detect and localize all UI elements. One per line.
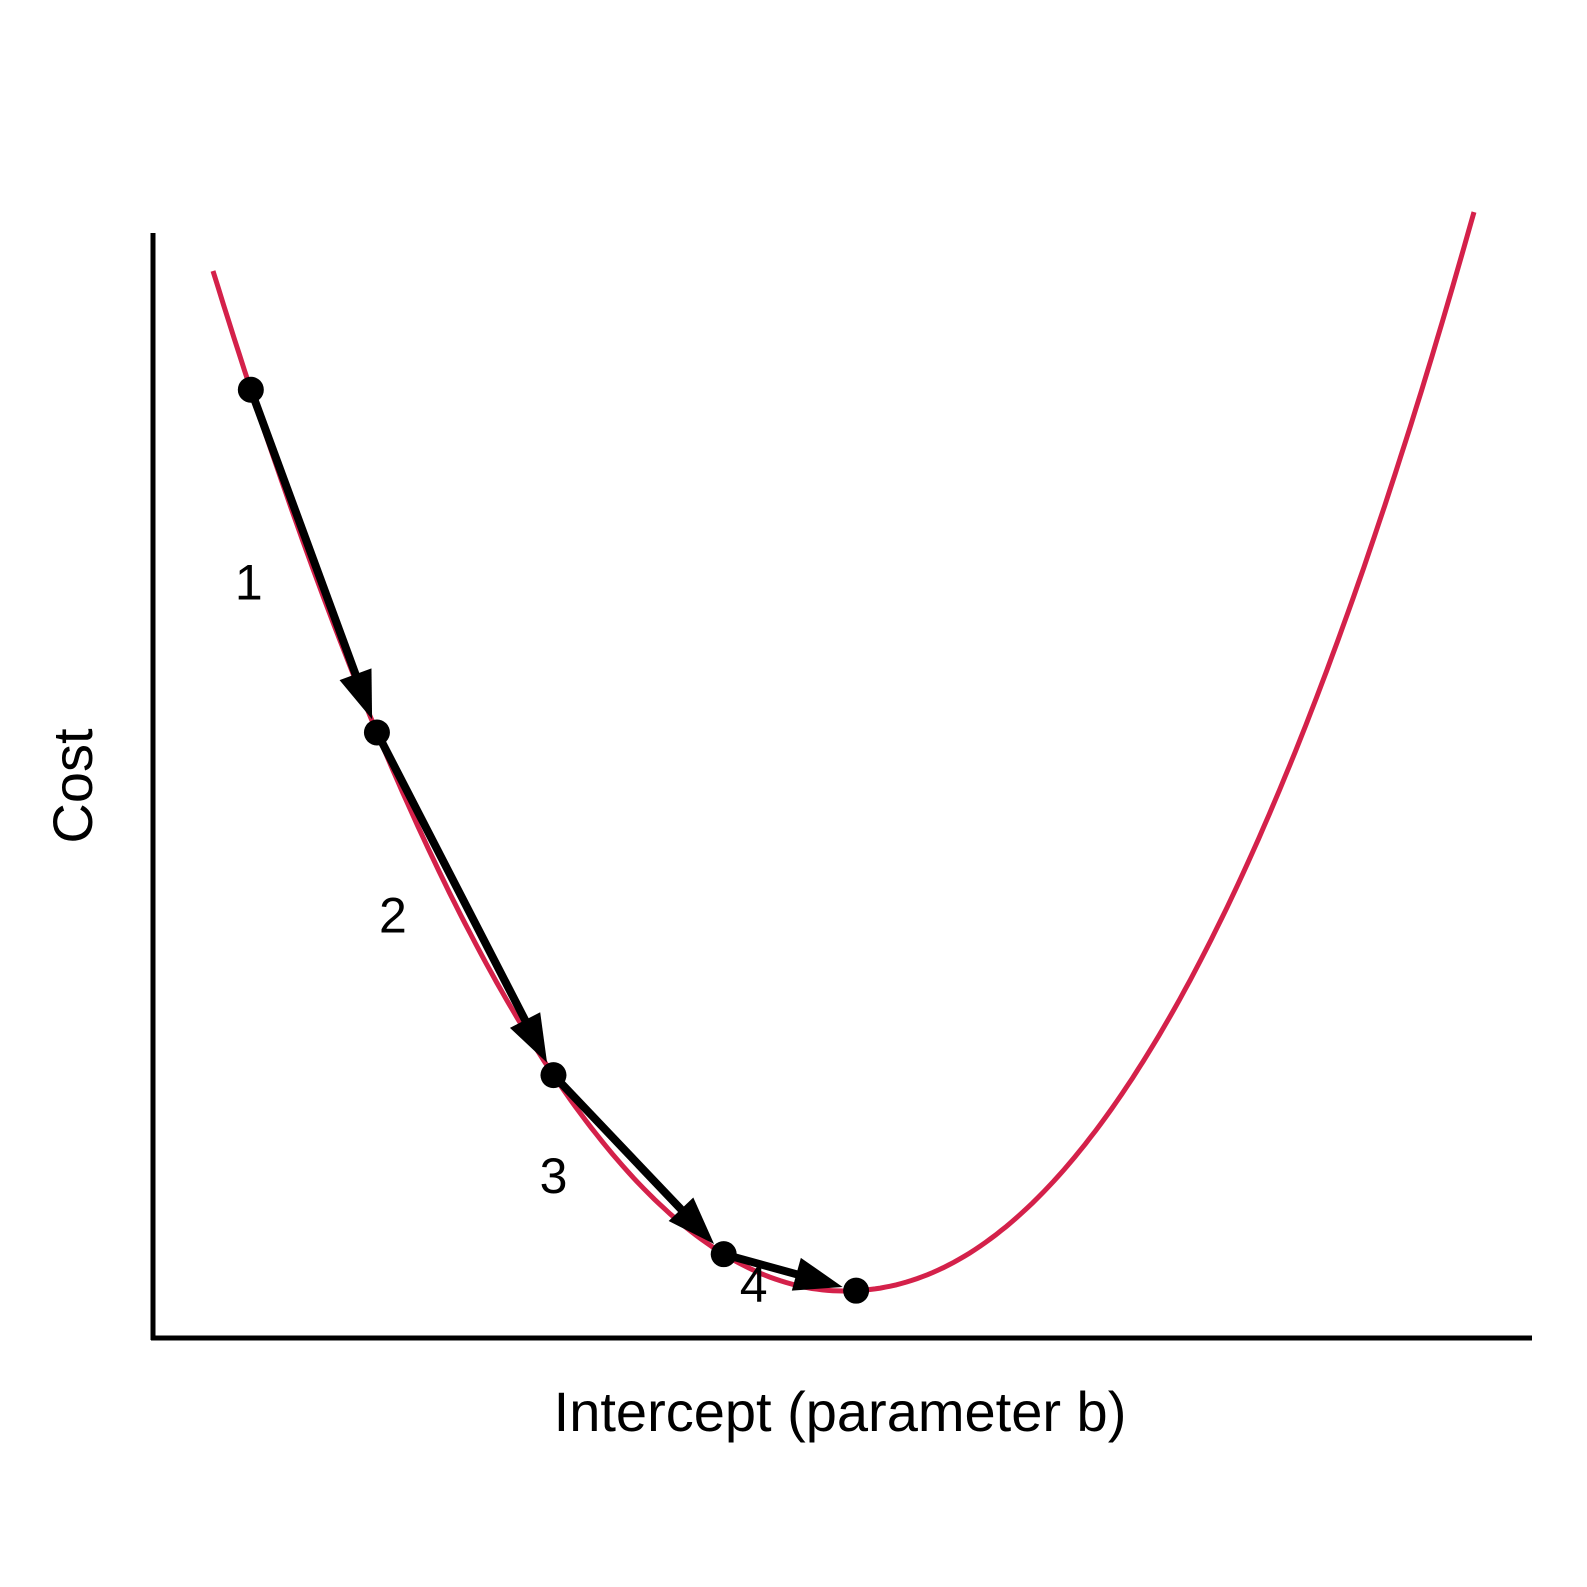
step-label-2: 2: [379, 887, 407, 943]
descent-point-5: [843, 1277, 870, 1304]
step-arrowhead-4: [791, 1257, 843, 1291]
cost-curve: [210, 211, 1477, 1294]
step-arrow-4: [722, 1250, 811, 1282]
descent-steps: 1 2 3 4: [235, 376, 870, 1313]
descent-point-2: [363, 719, 390, 746]
step-arrowhead-3: [668, 1197, 715, 1245]
step-label-3: 3: [540, 1148, 568, 1204]
step-arrowhead-2: [509, 1012, 548, 1063]
y-axis-label: Cost: [41, 728, 104, 844]
step-label-4: 4: [740, 1257, 768, 1313]
step-arrowhead-1: [339, 668, 373, 720]
step-arrow-3: [550, 1072, 694, 1223]
x-axis-label: Intercept (parameter b): [554, 1380, 1127, 1443]
descent-point-3: [540, 1062, 567, 1089]
descent-point-1: [237, 376, 264, 403]
step-arrow-2: [373, 730, 536, 1035]
step-label-1: 1: [235, 555, 263, 611]
step-arrow-1: [247, 388, 365, 689]
descent-point-4: [710, 1241, 737, 1268]
